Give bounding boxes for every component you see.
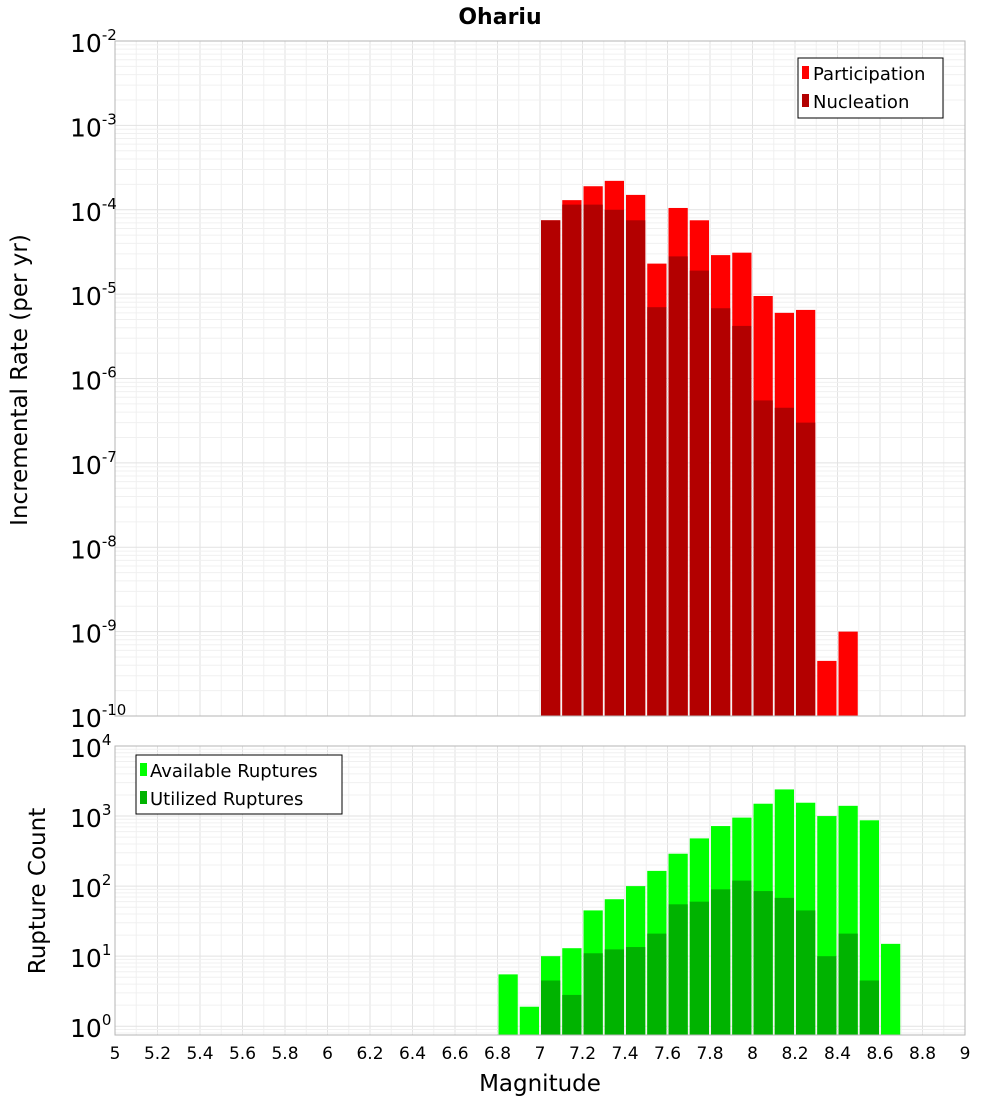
x-axis-label: Magnitude bbox=[479, 1071, 601, 1097]
bar-utilized bbox=[732, 880, 752, 1035]
x-tick-label: 6 bbox=[322, 1044, 333, 1064]
x-tick-label: 5.4 bbox=[186, 1044, 213, 1064]
bottom-y-tick-label: 101 bbox=[70, 941, 111, 973]
bar-utilized bbox=[668, 904, 688, 1035]
bar-utilized bbox=[774, 897, 794, 1035]
x-tick-label: 8.6 bbox=[866, 1044, 893, 1064]
bar-nucleation bbox=[626, 220, 646, 717]
bar-available bbox=[881, 943, 901, 1035]
x-tick-label: 5.2 bbox=[144, 1044, 171, 1064]
top-y-tick-label: 10-5 bbox=[70, 279, 117, 311]
top-y-tick-label: 10-10 bbox=[70, 701, 126, 733]
top-y-tick-label: 10-2 bbox=[70, 26, 117, 58]
top-y-ticks: 10-10 10-9 10-8 10-7 10-6 10-5 10-4 10-3 10-2 bbox=[70, 26, 126, 733]
bar-available bbox=[519, 1006, 539, 1035]
bar-utilized bbox=[838, 933, 858, 1035]
top-y-tick-label: 10-4 bbox=[70, 195, 117, 227]
bar-utilized bbox=[647, 933, 667, 1035]
top-plot-frame bbox=[114, 40, 966, 717]
x-tick-label: 6.6 bbox=[441, 1044, 468, 1064]
bottom-y-axis-label: Rupture Count bbox=[25, 808, 51, 974]
bar-utilized bbox=[562, 994, 582, 1035]
bottom-bars bbox=[498, 789, 901, 1035]
x-tick-label: 5.8 bbox=[271, 1044, 298, 1064]
x-tick-label: 8.4 bbox=[824, 1044, 851, 1064]
x-tick-label: 5 bbox=[110, 1044, 121, 1064]
bottom-panel: 100 101 102 103 104 Rupture Count Available … bbox=[25, 731, 966, 1043]
bar-nucleation bbox=[796, 422, 816, 716]
legend-swatch-participation bbox=[802, 66, 809, 79]
bottom-y-tick-label: 102 bbox=[70, 871, 111, 903]
x-tick-label: 8.8 bbox=[909, 1044, 936, 1064]
bar-nucleation bbox=[562, 204, 582, 717]
bar-utilized bbox=[817, 956, 837, 1035]
x-tick-label: 7.6 bbox=[654, 1044, 681, 1064]
x-tick-label: 7.8 bbox=[696, 1044, 723, 1064]
x-tick-label: 5.6 bbox=[229, 1044, 256, 1064]
top-y-axis-label: Incremental Rate (per yr) bbox=[7, 234, 33, 526]
x-tick-label: 9 bbox=[960, 1044, 971, 1064]
top-panel: 10-10 10-9 10-8 10-7 10-6 10-5 10-4 10-3 10-2 In… bbox=[7, 26, 966, 733]
bottom-y-tick-label: 103 bbox=[70, 801, 111, 833]
bottom-plot-frame bbox=[114, 745, 966, 1036]
x-tick-label: 7.2 bbox=[569, 1044, 596, 1064]
x-tick-label: 6.4 bbox=[399, 1044, 426, 1064]
x-tick-label: 8 bbox=[747, 1044, 758, 1064]
chart-title: Ohariu bbox=[458, 5, 541, 30]
x-tick-label: 6.8 bbox=[484, 1044, 511, 1064]
top-gridlines bbox=[114, 40, 966, 717]
bar-nucleation bbox=[711, 308, 731, 716]
bar-utilized bbox=[689, 901, 709, 1035]
legend-label-utilized: Utilized Ruptures bbox=[150, 789, 303, 810]
legend-label-available: Available Ruptures bbox=[150, 761, 318, 782]
legend-label-participation: Participation bbox=[813, 64, 925, 85]
bar-nucleation bbox=[604, 209, 624, 716]
bar-nucleation bbox=[732, 325, 752, 716]
bar-available bbox=[498, 974, 518, 1035]
legend-swatch-available bbox=[140, 763, 147, 776]
top-y-tick-label: 10-3 bbox=[70, 110, 117, 142]
top-y-tick-label: 10-8 bbox=[70, 532, 117, 564]
top-legend-box bbox=[797, 57, 944, 119]
top-y-tick-label: 10-9 bbox=[70, 617, 117, 649]
legend-swatch-nucleation bbox=[802, 94, 809, 107]
x-tick-label: 7.4 bbox=[611, 1044, 638, 1064]
bottom-legend: Available Ruptures Utilized Ruptures bbox=[135, 754, 343, 815]
bottom-legend-box bbox=[135, 754, 343, 815]
legend-swatch-utilized bbox=[140, 791, 147, 804]
bar-nucleation bbox=[689, 270, 709, 716]
bar-nucleation bbox=[668, 256, 688, 716]
top-bars bbox=[541, 180, 858, 717]
bar-participation bbox=[838, 631, 858, 716]
bar-nucleation bbox=[753, 400, 773, 716]
top-y-tick-label: 10-7 bbox=[70, 448, 117, 480]
bar-participation bbox=[817, 660, 837, 716]
bar-nucleation bbox=[541, 220, 561, 717]
bar-nucleation bbox=[647, 307, 667, 716]
x-tick-label: 8.2 bbox=[781, 1044, 808, 1064]
legend-label-nucleation: Nucleation bbox=[813, 92, 909, 113]
x-tick-label: 6.2 bbox=[356, 1044, 383, 1064]
top-legend: Participation Nucleation bbox=[797, 57, 944, 119]
bottom-y-ticks: 100 101 102 103 104 bbox=[70, 731, 111, 1043]
bar-utilized bbox=[796, 910, 816, 1035]
bar-utilized bbox=[583, 953, 603, 1035]
bar-nucleation bbox=[774, 407, 794, 716]
bar-utilized bbox=[753, 891, 773, 1035]
bar-utilized bbox=[626, 947, 646, 1035]
top-y-tick-label: 10-6 bbox=[70, 364, 117, 396]
bottom-y-tick-label: 100 bbox=[70, 1011, 111, 1043]
bottom-y-tick-label: 104 bbox=[70, 731, 111, 763]
bar-utilized bbox=[541, 980, 561, 1035]
bar-utilized bbox=[604, 949, 624, 1035]
bar-utilized bbox=[859, 980, 879, 1035]
x-ticks: 5 5.2 5.4 5.6 5.8 6 6.2 6.4 6.6 6.8 7 7.2 7.4 7.6 7.8 8… bbox=[110, 1044, 971, 1064]
bar-utilized bbox=[711, 889, 731, 1035]
bar-nucleation bbox=[583, 204, 603, 717]
x-tick-label: 7 bbox=[535, 1044, 546, 1064]
